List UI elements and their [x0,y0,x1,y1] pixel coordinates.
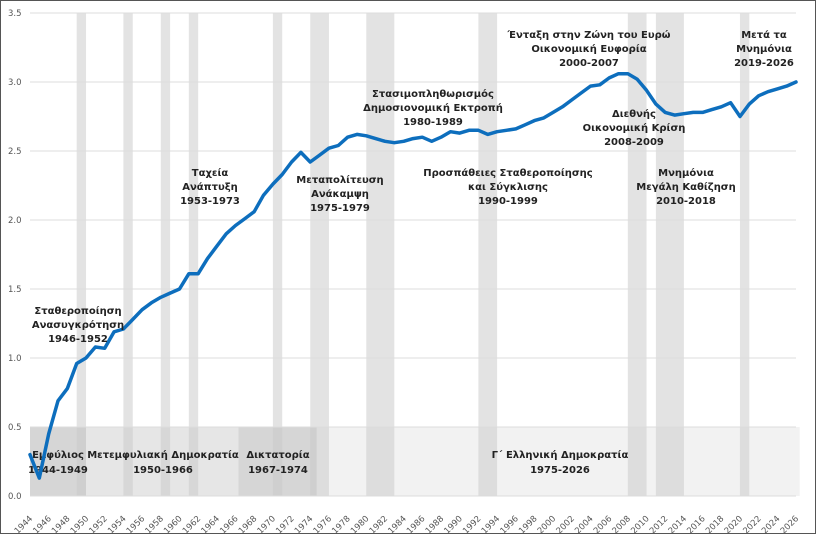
annotation-line: Προσπάθειες Σταθεροποίησης [423,167,593,179]
annotation-line: Μετά τα [741,29,787,41]
shaded-period [188,13,199,496]
regime-years: 1975-2026 [530,465,590,476]
regime-years: 1950-1966 [133,465,193,476]
y-tick-label: 2.5 [8,147,22,157]
annotation-line: Ανάκαμψη [311,188,369,200]
annotation-line: 2019-2026 [734,58,794,69]
y-tick-label: 0.5 [8,423,22,433]
shaded-period [310,13,329,496]
regime-band [316,427,800,496]
regime-label: Μετεμφυλιακή Δημοκρατία [87,449,239,461]
annotation-line: 1975-1979 [310,203,370,214]
regime-years: 1944-1949 [28,465,88,476]
regime-label: Εμφύλιος [32,449,84,461]
y-tick-label: 0.0 [8,492,22,502]
annotation-line: 2000-2007 [559,58,619,69]
period-annotation: Διεθνής Οικονομική Κρίση 2008-2009 [583,108,686,148]
annotation-line: Διεθνής [612,108,656,120]
period-annotation: Μνημόνια Μεγάλη Καθίζηση 2010-2018 [636,167,735,207]
y-tick-label: 1.0 [8,354,22,364]
annotation-line: 2010-2018 [656,196,716,207]
annotation-line: Ανασυγκρότηση [32,319,124,331]
annotation-line: Ανάπτυξη [182,181,238,193]
period-annotation: Ένταξη στην Ζώνη του Ευρώ Οικονομική Ευφο… [507,29,671,69]
annotation-line: Οικονομική Ευφορία [531,43,646,55]
annotation-line: 1946-1952 [48,334,108,345]
annotation-line: Οικονομική Κρίση [583,122,686,134]
shaded-period [627,13,647,496]
shaded-period [160,13,171,496]
shaded-period [272,13,283,496]
period-annotation: Σταθεροποίηση Ανασυγκρότηση 1946-1952 [32,305,124,345]
annotation-line: 1990-1999 [478,196,538,207]
annotation-line: 1980-1989 [403,117,463,128]
regime-years: 1967-1974 [248,465,308,476]
annotation-line: Μεγάλη Καθίζηση [636,181,735,193]
series-line [28,71,798,480]
shaded-period [76,13,87,496]
annotation-line: Μνημόνια [658,167,714,179]
annotation-line: Δημοσιονομική Εκτροπή [363,102,503,114]
y-tick-label: 3.5 [8,9,22,19]
annotation-line: Σταθεροποίηση [34,305,121,317]
period-annotation: Στασιμοπληθωρισμός Δημοσιονομική Εκτροπή 1… [363,88,503,128]
period-annotation: Μεταπολίτευση Ανάκαμψη 1975-1979 [296,174,383,214]
y-tick-label: 2.0 [8,216,22,226]
regime-label: Γ΄ Ελληνική Δημοκρατία [492,449,629,461]
annotation-line: Στασιμοπληθωρισμός [372,88,494,100]
shaded-period [478,13,498,496]
shaded-period [123,13,133,496]
annotation-line: και Σύγκλισης [468,181,548,193]
regime-label: Δικτατορία [246,449,309,461]
annotation-line: Ένταξη στην Ζώνη του Ευρώ [507,29,671,41]
annotation-line: Μεταπολίτευση [296,174,383,186]
y-tick-label: 3.0 [8,78,22,88]
y-tick-label: 1.5 [8,285,22,295]
annotation-line: 1953-1973 [180,196,240,207]
shaded-period [366,13,395,496]
annotation-line: Μνημόνια [736,43,792,55]
x-tick-label: 2026 [779,514,801,533]
period-annotation: Προσπάθειες Σταθεροποίησης και Σύγκλισης 1… [423,167,593,207]
period-annotation: Μετά τα Μνημόνια 2019-2026 [734,29,794,69]
shaded-period [655,13,684,496]
annotation-line: 2008-2009 [604,137,664,148]
period-annotation: Ταχεία Ανάπτυξη 1953-1973 [180,167,240,207]
shaded-period [739,13,750,496]
annotation-line: Ταχεία [192,167,229,179]
